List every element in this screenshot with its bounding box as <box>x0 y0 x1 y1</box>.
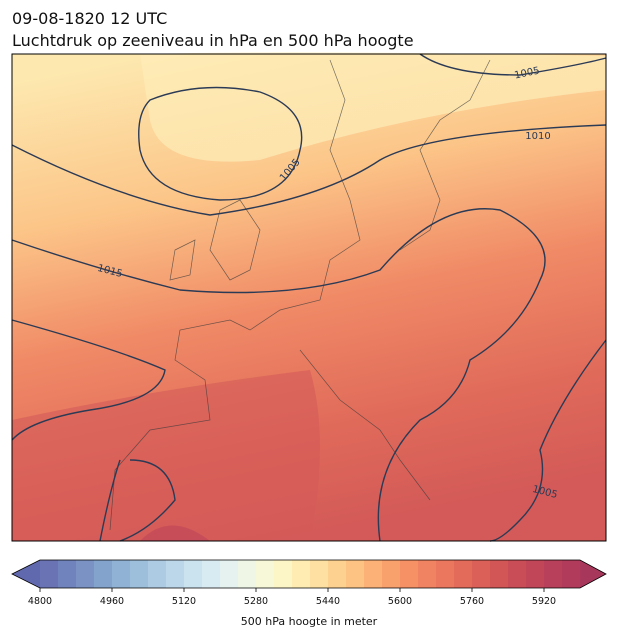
colorbar-segment <box>256 560 275 588</box>
contour <box>419 53 607 76</box>
colorbar-segment <box>184 560 203 588</box>
colorbar-segment <box>112 560 131 588</box>
colorbar-segment <box>346 560 365 588</box>
contour <box>11 208 546 542</box>
contour-label: 1005 <box>514 65 541 81</box>
colorbar-tick-label: 4800 <box>28 596 52 607</box>
contour <box>11 319 176 542</box>
colorbar-segment <box>166 560 185 588</box>
colorbar-segment <box>436 560 455 588</box>
colorbar-tick-label: 5120 <box>172 596 196 607</box>
colorbar-tick-label: 5920 <box>532 596 556 607</box>
colorbar-label: 500 hPa hoogte in meter <box>241 615 378 628</box>
title: 09-08-1820 12 UTC <box>12 9 167 28</box>
height-band <box>140 525 210 541</box>
colorbar-segment <box>544 560 563 588</box>
colorbar-segment <box>382 560 401 588</box>
map-frame <box>11 53 607 542</box>
contour <box>11 124 607 216</box>
colorbar-segment <box>508 560 527 588</box>
colorbar-segment <box>472 560 491 588</box>
contour <box>138 86 303 201</box>
colorbar-tick-label: 5440 <box>316 596 340 607</box>
colorbar-outline <box>11 559 607 589</box>
colorbar-segment <box>58 560 77 588</box>
colorbar-tick-label: 5760 <box>460 596 484 607</box>
colorbar-segment <box>148 560 167 588</box>
colorbar-tick-label: 4960 <box>100 596 124 607</box>
colorbar-tick-label: 5280 <box>244 596 268 607</box>
colorbar-segment <box>40 560 59 588</box>
colorbar-segment <box>292 560 311 588</box>
colorbar-segment <box>238 560 257 588</box>
height-band <box>140 52 606 162</box>
colorbar-segment <box>76 560 95 588</box>
colorbar-segment <box>562 560 581 588</box>
colorbar-segment <box>328 560 347 588</box>
colorbar-extend <box>12 560 40 588</box>
colorbar: 4800 4960 5120 5280 5440 5600 5760 5920 <box>11 559 607 607</box>
coastline <box>109 59 491 531</box>
colorbar-segment <box>310 560 329 588</box>
colorbar-segment <box>454 560 473 588</box>
colorbar-segment <box>274 560 293 588</box>
contour-label: 1010 <box>525 131 550 142</box>
colorbar-segment <box>490 560 509 588</box>
contour <box>489 339 607 542</box>
colorbar-segment <box>400 560 419 588</box>
colorbar-segment <box>364 560 383 588</box>
colorbar-segment <box>202 560 221 588</box>
colorbar-segment <box>418 560 437 588</box>
subtitle: Luchtdruk op zeeniveau in hPa en 500 hPa… <box>12 31 414 50</box>
colorbar-segment <box>94 560 113 588</box>
colorbar-segment <box>130 560 149 588</box>
colorbar-extend <box>580 560 606 588</box>
colorbar-tick-label: 5600 <box>388 596 412 607</box>
colorbar-segment <box>526 560 545 588</box>
height-band <box>12 370 320 541</box>
colorbar-segment <box>220 560 239 588</box>
